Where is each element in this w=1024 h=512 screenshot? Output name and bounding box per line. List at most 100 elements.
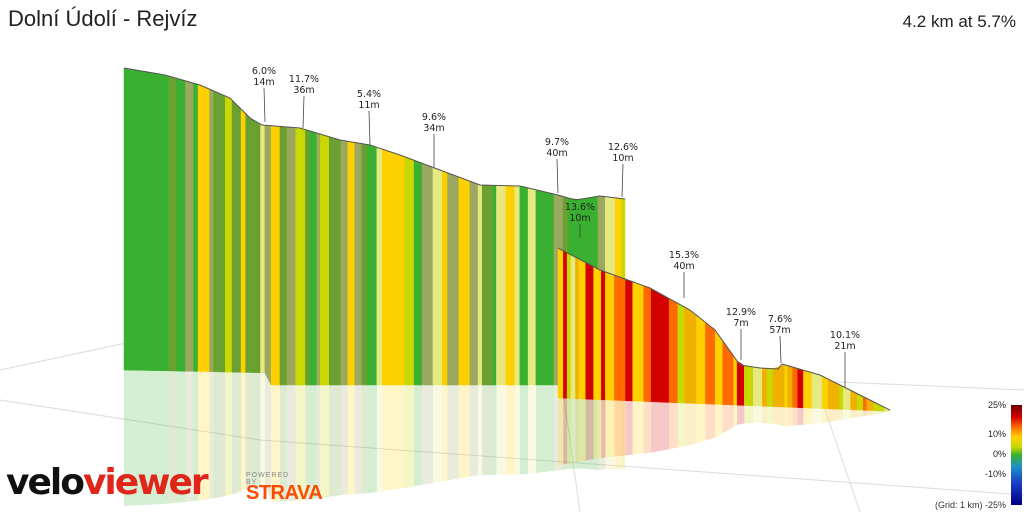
grid-line [819, 394, 861, 512]
gradient-band [458, 176, 463, 386]
gradient-band [421, 162, 429, 386]
reflection-band [176, 371, 186, 503]
reflection-band [733, 405, 738, 428]
gradient-band [329, 136, 342, 386]
reflection-band [866, 410, 874, 416]
gradient-band [185, 80, 194, 372]
gradient-band [270, 125, 276, 386]
reflection-band [567, 398, 571, 464]
reflection-band [684, 403, 697, 447]
profile-reflection [124, 370, 890, 506]
gradient-band [432, 166, 443, 386]
reflection-band [632, 400, 644, 455]
powered-by-text: POWERED BY [246, 472, 290, 486]
reflection-band [252, 372, 261, 487]
grid-line [259, 439, 1024, 496]
gradient-band [585, 262, 594, 400]
reflection-band [839, 409, 844, 421]
gradient-band [168, 75, 177, 372]
reflection-band [340, 385, 348, 496]
segment-length-label: 10m [612, 153, 633, 164]
reflection-band [772, 406, 785, 427]
reflection-band [559, 385, 564, 471]
reflection-band [316, 385, 321, 499]
reflection-band [546, 385, 554, 472]
gradient-band [366, 144, 378, 386]
reflection-band [593, 399, 602, 460]
segment-gradient-label: 12.6% [608, 142, 638, 153]
gradient-band [197, 84, 210, 372]
segment-length-label: 57m [769, 325, 790, 336]
reflection-band [753, 405, 763, 424]
segment-gradient-label: 13.6% [565, 202, 595, 213]
gradient-band [382, 148, 394, 386]
segment-length-label: 7m [733, 318, 748, 329]
reflection-band [722, 404, 734, 434]
reflection-band [803, 407, 812, 425]
logo-velo: velo [6, 462, 85, 503]
gradient-band [404, 156, 415, 386]
reflection-band [168, 370, 177, 504]
gradient-band [131, 68, 136, 371]
grid-line [0, 399, 261, 441]
segment-leader-line [263, 87, 266, 123]
reflection-band [528, 385, 536, 474]
reflection-band [621, 385, 625, 469]
gradient-band [340, 139, 349, 386]
reflection-band [744, 405, 754, 424]
gradient-band [803, 369, 813, 409]
segment-leader-line [621, 163, 624, 198]
reflection-band [696, 403, 706, 444]
gradient-band [605, 271, 615, 401]
gradient-band [154, 72, 161, 371]
reflection-band [605, 385, 609, 470]
gradient-band [354, 142, 363, 386]
gradient-band [784, 364, 789, 408]
reflection-band [792, 407, 798, 426]
reflection-band [232, 372, 242, 495]
reflection-band [142, 370, 147, 506]
gradient-band [546, 191, 555, 386]
reflection-band [784, 407, 788, 427]
reflection-band [553, 385, 560, 471]
gradient-band [762, 367, 768, 407]
gradient-band [450, 173, 460, 386]
reflection-band [198, 371, 210, 501]
gradient-band [462, 178, 471, 386]
gradient-band [347, 141, 356, 386]
reflection-band [376, 385, 383, 492]
gradient-band [441, 170, 448, 386]
segment-gradient-label: 9.6% [422, 112, 446, 123]
gradient-band [601, 270, 606, 401]
gradient-band [477, 183, 483, 386]
gradient-band [213, 90, 226, 373]
reflection-band [135, 370, 143, 506]
segment-gradient-label: 10.1% [830, 330, 860, 341]
gradient-band [650, 288, 662, 403]
legend-tick-10: 10% [987, 429, 1006, 439]
gradient-band [224, 95, 233, 373]
reflection-band [213, 371, 226, 499]
reflection-band [496, 385, 506, 475]
segment-leader-line [779, 335, 782, 364]
segment-leader-line [556, 158, 559, 194]
gradient-band [514, 185, 521, 386]
gradient-band [677, 302, 686, 404]
gradient-band [319, 133, 330, 386]
gradient-band [240, 108, 246, 373]
reflection-band [715, 404, 723, 438]
reflection-band [767, 406, 773, 424]
reflection-band [422, 385, 429, 485]
reflection-band [462, 385, 470, 478]
reflection-band [447, 385, 451, 481]
gradient-band [274, 125, 281, 386]
reflection-band [614, 400, 626, 457]
gradient-band [209, 88, 214, 373]
reflection-band [705, 403, 716, 441]
gradient-band [535, 189, 547, 386]
gradient-band [481, 184, 494, 386]
reflection-band [608, 385, 616, 470]
reflection-band [677, 402, 685, 448]
grid-note: (Grid: 1 km) -25% [934, 500, 1006, 510]
reflection-band [367, 385, 377, 494]
